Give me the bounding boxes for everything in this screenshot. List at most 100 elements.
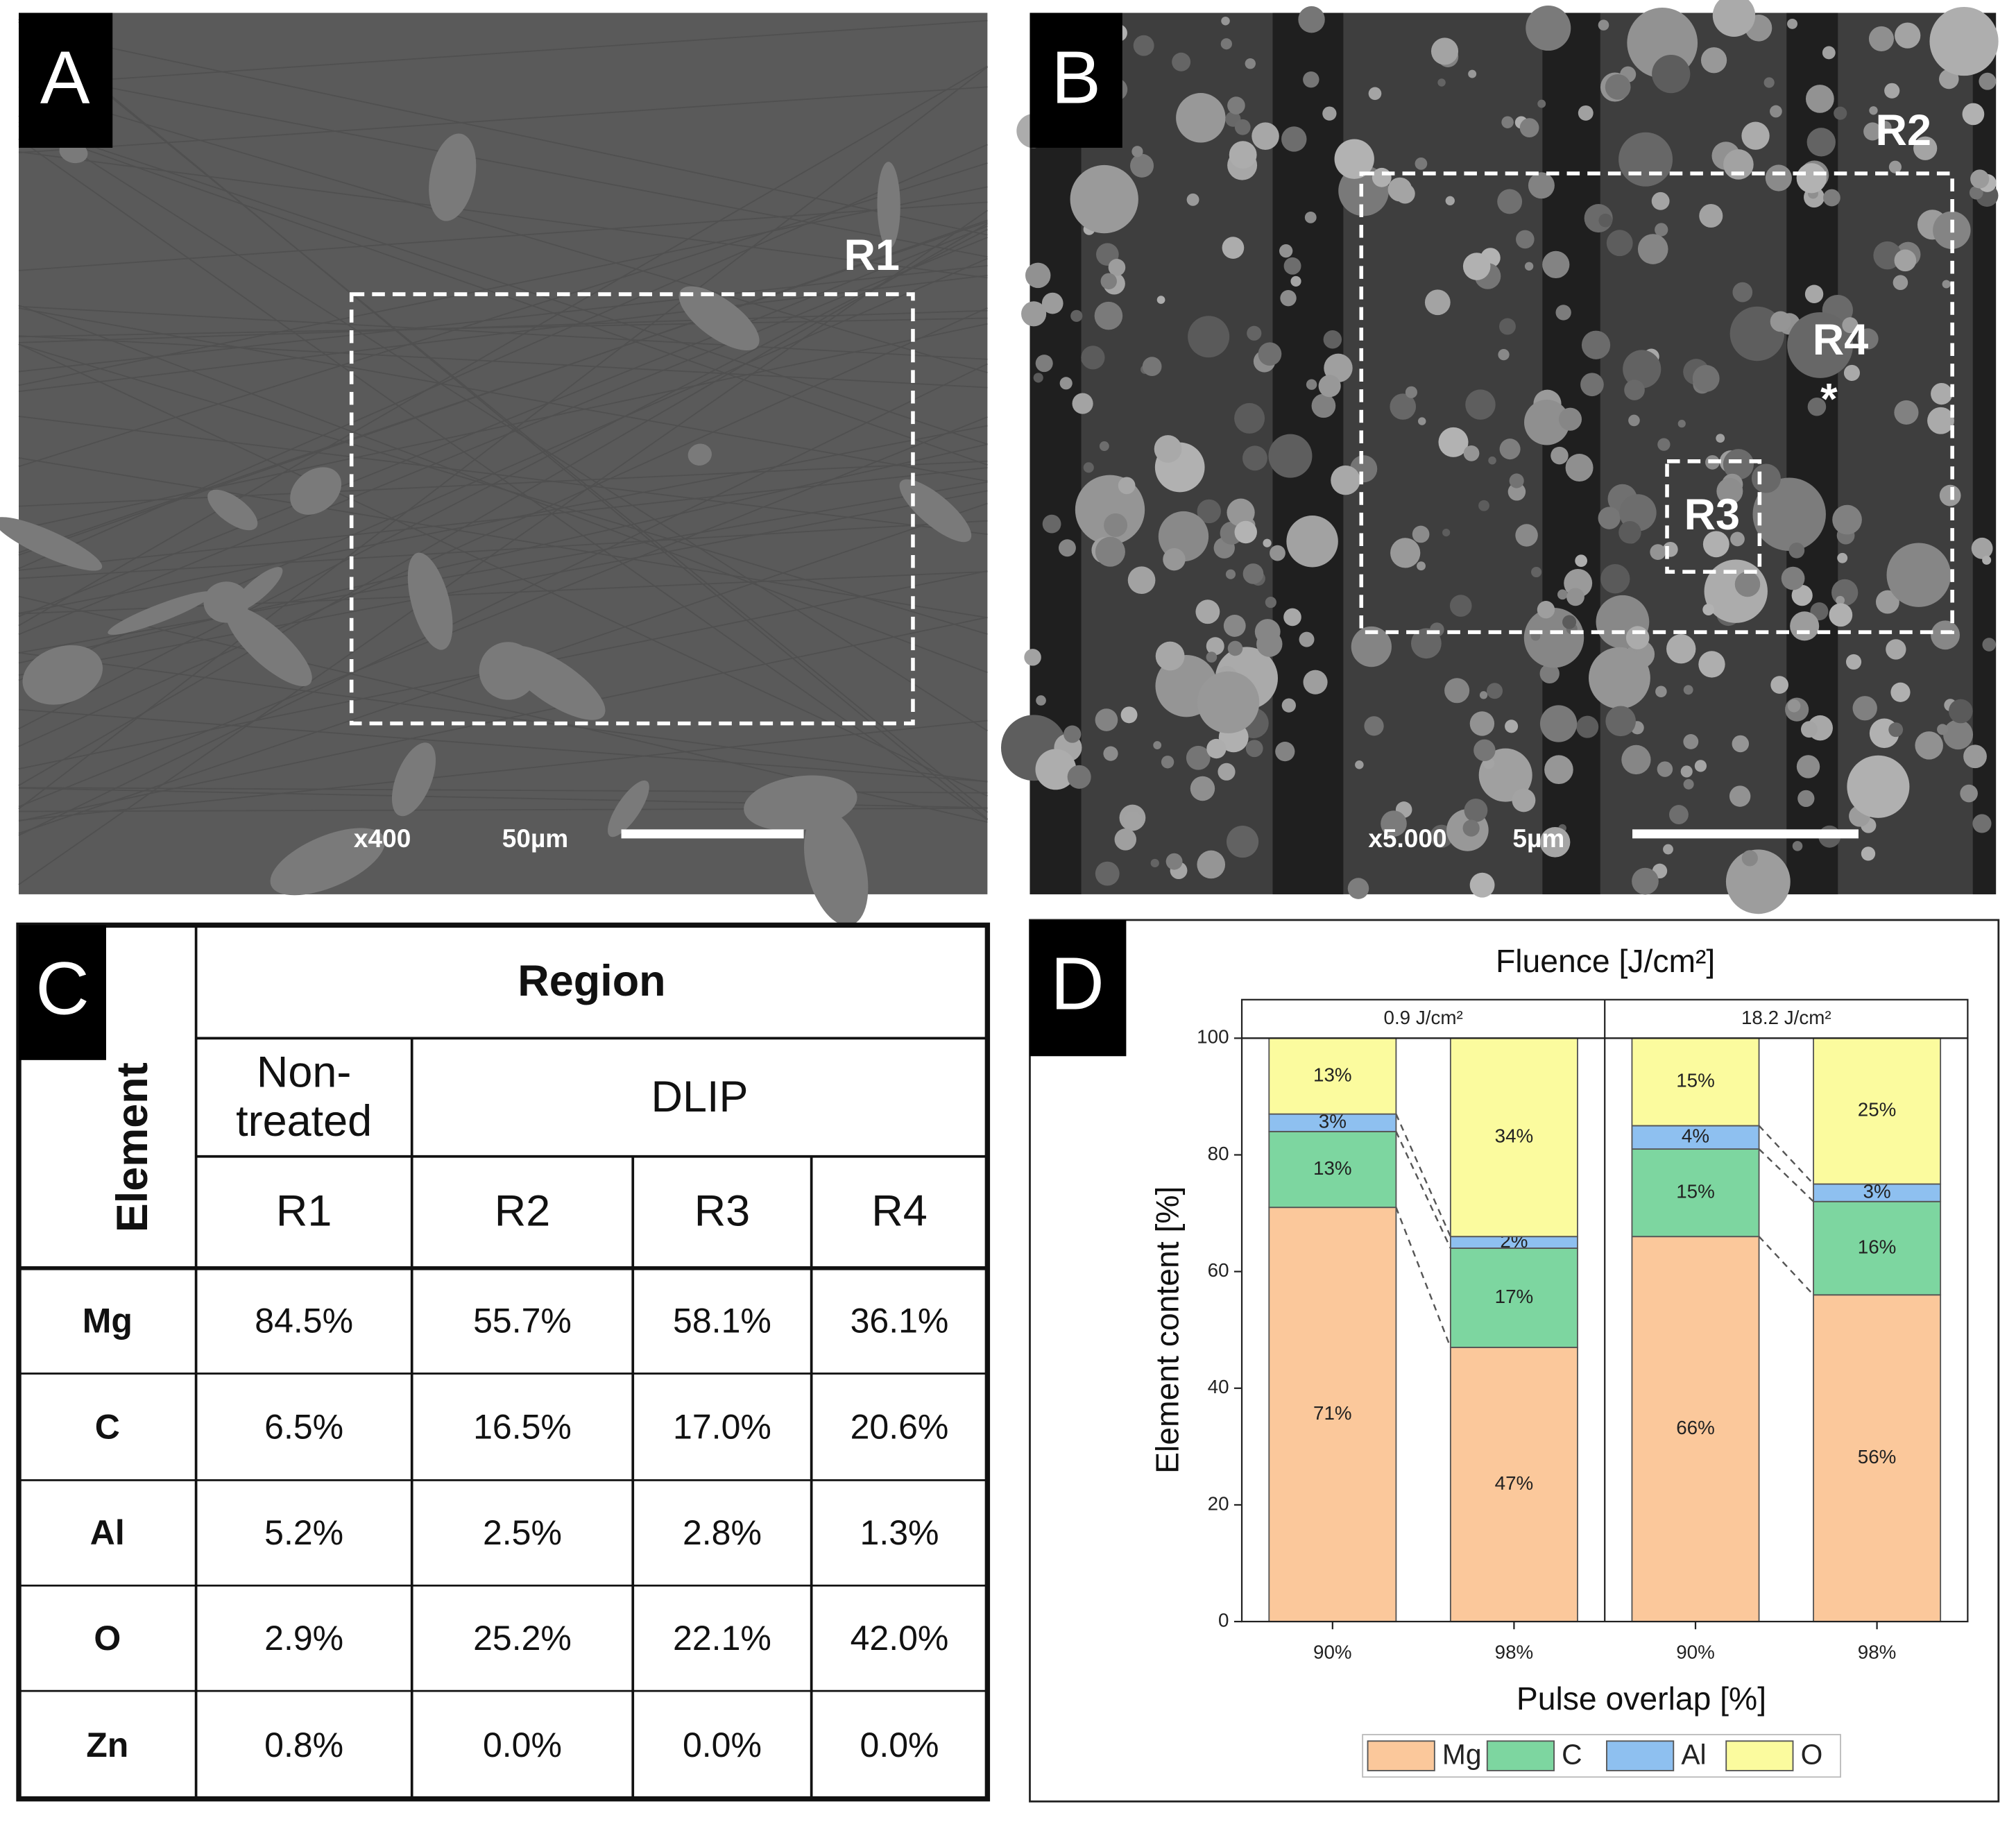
particle [1468,69,1477,78]
particle [1299,631,1315,647]
particle [1465,389,1496,420]
value-label: 34% [1495,1125,1534,1147]
particle [1120,706,1138,724]
particle [1913,136,1938,160]
particle [1095,708,1118,731]
particle [1787,312,1854,378]
particle [1227,96,1245,114]
particle [1931,620,1961,650]
particle [1286,516,1338,568]
value-label: 15% [1676,1180,1715,1202]
x-tick-label: 90% [1676,1642,1715,1663]
panel-letter-box [19,12,113,148]
particle [1524,400,1570,445]
particle [1834,106,1847,120]
cell: 0.0% [860,1726,939,1764]
particle [1551,446,1569,465]
particle [1227,498,1255,527]
phase-blob [804,810,869,926]
subgroup-cell: Non-treated [236,1048,372,1146]
value-label: 15% [1676,1070,1715,1091]
sem-image-a: R1 x400 50µm A [0,12,988,926]
cell: 17.0% [673,1407,771,1446]
row-label: Mg [83,1302,133,1340]
particle [1894,249,1917,272]
particle [1103,746,1118,761]
scratch [18,121,988,445]
region-label: R3 [1684,491,1740,539]
particle [1364,716,1384,736]
particle [1598,506,1621,529]
particle [1791,585,1813,606]
phase-blob [479,642,537,700]
particle [1331,465,1360,495]
bar-segment [1268,1113,1397,1132]
magnification: x400 [354,824,411,853]
particle [1252,122,1279,150]
particle [1195,599,1220,624]
particle [1632,867,1659,895]
particle [1539,827,1571,858]
particle [1700,47,1727,74]
particle [1886,639,1906,660]
particle [1099,441,1109,451]
particle [1537,601,1555,619]
particle [1424,289,1451,316]
scratch [18,19,988,820]
particle [1730,531,1745,547]
particle [1787,18,1798,29]
particle [1172,52,1191,71]
particle [1334,139,1374,179]
particle [1445,196,1455,205]
region-label: R2 [1876,106,1931,155]
particle [1108,259,1126,276]
particle [1220,38,1232,50]
phase-blob [407,552,453,650]
particle [1206,738,1227,759]
panel-letter-box [19,925,106,1060]
particle [1575,554,1587,568]
particle [1566,588,1584,606]
cell: 6.5% [264,1407,343,1446]
particle [1094,301,1123,330]
bar-segment [1268,1037,1397,1115]
connector [1758,1125,1814,1185]
particle [1351,626,1392,667]
groove [1786,12,1838,894]
scratch [18,162,988,468]
scratch [18,335,988,389]
particle [1683,734,1699,749]
particle [1886,543,1951,607]
particle [1580,373,1604,397]
particle [1430,37,1459,65]
particle [1621,744,1651,775]
connector [1395,1131,1451,1249]
particle [1463,445,1480,461]
scale-label: 5µm [1512,824,1564,853]
particle [1698,651,1725,678]
scratch [18,223,988,786]
particle [1694,760,1707,772]
particle [1306,379,1317,390]
particle [1787,699,1801,713]
particle [1165,853,1183,870]
phase-blob [22,645,103,705]
particle [1234,119,1251,135]
particle [1837,552,1848,563]
scratch [18,457,988,619]
particle [1418,417,1426,425]
particle [1227,640,1243,656]
particle [1873,241,1902,270]
scratch [18,416,988,808]
cell: 1.3% [860,1513,939,1552]
particle [1852,696,1877,721]
particle [1516,230,1535,249]
scratch [18,66,988,810]
scratch [18,343,988,635]
phase-blob [744,775,857,831]
panel-letter: C [35,947,89,1030]
cell: 0.0% [683,1726,762,1764]
particle [1847,755,1910,818]
particle [1245,740,1263,758]
y-tick-label: 0 [1218,1609,1229,1631]
